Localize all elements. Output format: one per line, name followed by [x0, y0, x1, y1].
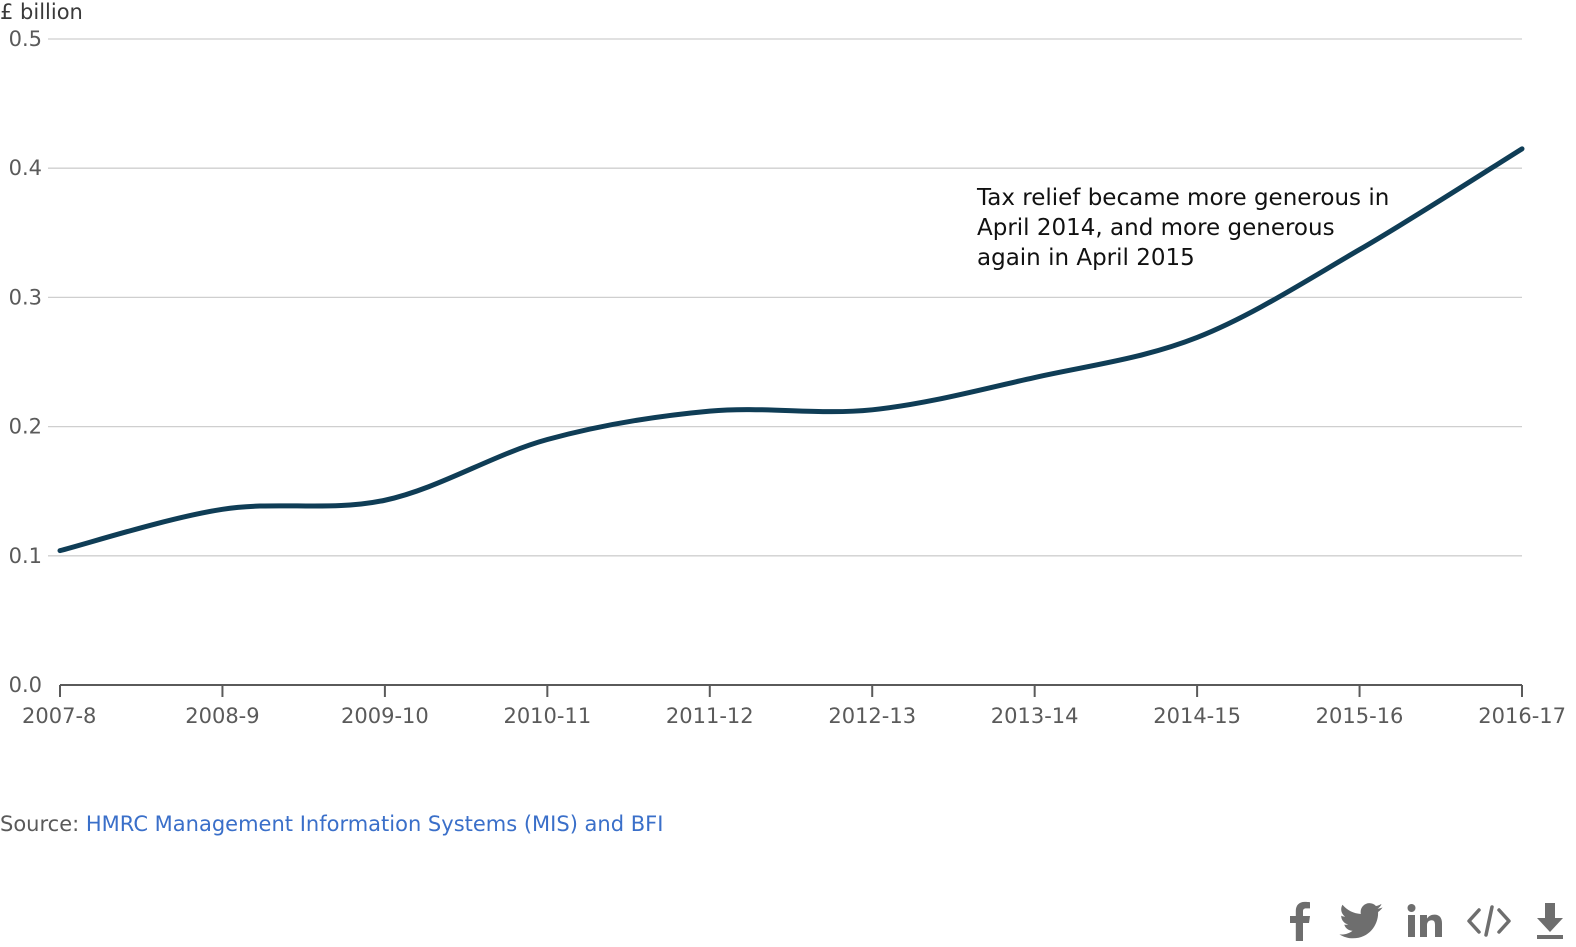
y-tick-label: 0.1	[9, 544, 42, 568]
x-tick-label: 2010-11	[503, 704, 591, 728]
y-tick-label: 0.4	[9, 156, 42, 180]
share-toolbar	[1280, 898, 1570, 944]
x-tick-label: 2013-14	[991, 704, 1079, 728]
source-link[interactable]: HMRC Management Information Systems (MIS…	[85, 812, 664, 836]
y-tick-label: 0.5	[9, 27, 42, 51]
y-tick-label: 0.0	[9, 673, 42, 697]
embed-code-icon[interactable]	[1464, 898, 1514, 944]
x-tick-label: 2008-9	[185, 704, 259, 728]
linkedin-icon[interactable]	[1404, 898, 1446, 944]
source-note: Source: HMRC Management Information Syst…	[0, 812, 663, 836]
x-tick-label: 2011-12	[666, 704, 754, 728]
x-tick-label: 2015-16	[1316, 704, 1404, 728]
series-line	[57, 146, 1525, 554]
source-prefix: Source:	[0, 812, 86, 836]
y-tick-label: 0.3	[9, 285, 42, 309]
annotation-line: again in April 2015	[977, 245, 1195, 271]
y-axis-unit-label: £ billion	[0, 0, 83, 24]
line-chart: 0.0 0.1 0.2 0.3 0.4 0.5 £ billion 2007-8 2008-…	[0, 0, 1566, 728]
gridlines	[48, 38, 1522, 557]
x-tick-label: 2007-8	[22, 704, 96, 728]
download-icon[interactable]	[1532, 898, 1568, 944]
series-points	[59, 148, 1523, 551]
facebook-icon[interactable]	[1280, 898, 1320, 944]
annotation-text: Tax relief became more generous in April …	[976, 185, 1389, 271]
x-tick-label: 2009-10	[341, 704, 429, 728]
twitter-icon[interactable]	[1336, 898, 1386, 944]
x-tick-label: 2016-17	[1478, 704, 1566, 728]
annotation-line: April 2014, and more generous	[977, 215, 1335, 241]
annotation-line: Tax relief became more generous in	[976, 185, 1389, 211]
x-axis: 2007-8 2008-9 2009-10 2010-11 2011-12 2012-13…	[22, 684, 1566, 728]
y-tick-label: 0.2	[9, 415, 42, 439]
y-axis-tick-labels: 0.0 0.1 0.2 0.3 0.4 0.5	[9, 27, 42, 697]
x-tick-label: 2014-15	[1153, 704, 1241, 728]
x-tick-label: 2012-13	[828, 704, 916, 728]
